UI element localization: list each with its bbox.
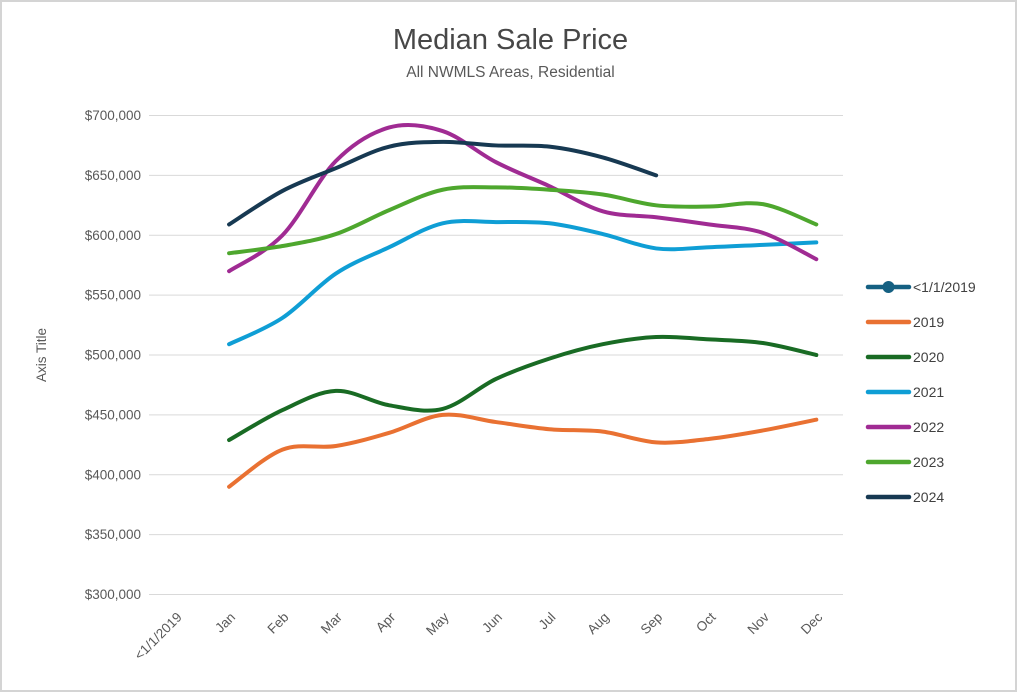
chart-subtitle: All NWMLS Areas, Residential bbox=[406, 64, 615, 81]
series-line-2023 bbox=[227, 185, 819, 256]
legend-item-2022: 2022 bbox=[865, 419, 944, 435]
x-axis-tick-label: Mar bbox=[318, 609, 345, 636]
x-axis-tick-label: Jul bbox=[536, 610, 559, 633]
chart-title: Median Sale Price bbox=[392, 24, 629, 56]
legend-item-2023: 2023 bbox=[865, 454, 944, 470]
legend-label-2019: 2019 bbox=[913, 314, 944, 330]
y-axis-tick-label: $600,000 bbox=[85, 228, 141, 243]
y-axis-tick-label: $400,000 bbox=[85, 467, 141, 482]
y-axis-tick-label: $300,000 bbox=[85, 587, 141, 602]
y-axis-tick-label: $700,000 bbox=[85, 108, 141, 123]
x-axis-tick-label: Oct bbox=[693, 609, 719, 635]
series-line-2021 bbox=[227, 219, 819, 347]
legend-marker-1-1-2019 bbox=[882, 281, 895, 293]
legend-item-2020: 2020 bbox=[865, 349, 944, 365]
x-axis-tick-label: Feb bbox=[265, 610, 292, 637]
gridlines bbox=[149, 115, 843, 595]
series-line-2024 bbox=[227, 139, 659, 227]
y-axis-tick-label: $650,000 bbox=[85, 168, 141, 183]
legend-item-1-1-2019: <1/1/2019 bbox=[865, 279, 976, 295]
series-line-2019 bbox=[227, 412, 819, 489]
legend: <1/1/2019 2019 2020 2021 2022 2023 2024 bbox=[865, 279, 976, 505]
x-axis-tick-label: Jan bbox=[212, 610, 238, 636]
y-axis-tick-label: $450,000 bbox=[85, 407, 141, 422]
x-axis-tick-label: Aug bbox=[584, 610, 612, 638]
legend-label-2024: 2024 bbox=[913, 489, 944, 505]
x-axis-tick-label: Nov bbox=[744, 609, 772, 637]
legend-label-1-1-2019: <1/1/2019 bbox=[913, 279, 976, 295]
legend-label-2022: 2022 bbox=[913, 419, 944, 435]
y-axis-tick-label: $500,000 bbox=[85, 348, 141, 363]
x-axis-tick-label: Dec bbox=[798, 609, 826, 637]
series-line-2022 bbox=[227, 122, 819, 274]
x-axis-tick-label: Sep bbox=[638, 610, 666, 638]
legend-label-2021: 2021 bbox=[913, 384, 944, 400]
legend-item-2024: 2024 bbox=[865, 489, 944, 505]
legend-item-2021: 2021 bbox=[865, 384, 944, 400]
x-axis-tick-label: <1/1/2019 bbox=[131, 610, 184, 663]
y-axis-tick-label: $550,000 bbox=[85, 288, 141, 303]
series-line-2020 bbox=[227, 334, 819, 443]
x-axis-tick-label: May bbox=[423, 609, 452, 638]
legend-label-2020: 2020 bbox=[913, 349, 944, 365]
y-axis-title: Axis Title bbox=[34, 328, 49, 382]
x-axis-tick-labels: <1/1/2019 Jan Feb Mar Apr May Jun Jul Aug Sep Oct N… bbox=[131, 609, 825, 663]
y-axis-tick-label: $350,000 bbox=[85, 527, 141, 542]
legend-item-2019: 2019 bbox=[865, 314, 944, 330]
x-axis-tick-label: Apr bbox=[373, 609, 399, 635]
y-axis-tick-labels: $300,000 $350,000 $400,000 $450,000 $500,000… bbox=[85, 108, 141, 602]
legend-label-2023: 2023 bbox=[913, 454, 944, 470]
x-axis-tick-label: Jun bbox=[479, 610, 505, 636]
series-lines bbox=[227, 122, 819, 489]
